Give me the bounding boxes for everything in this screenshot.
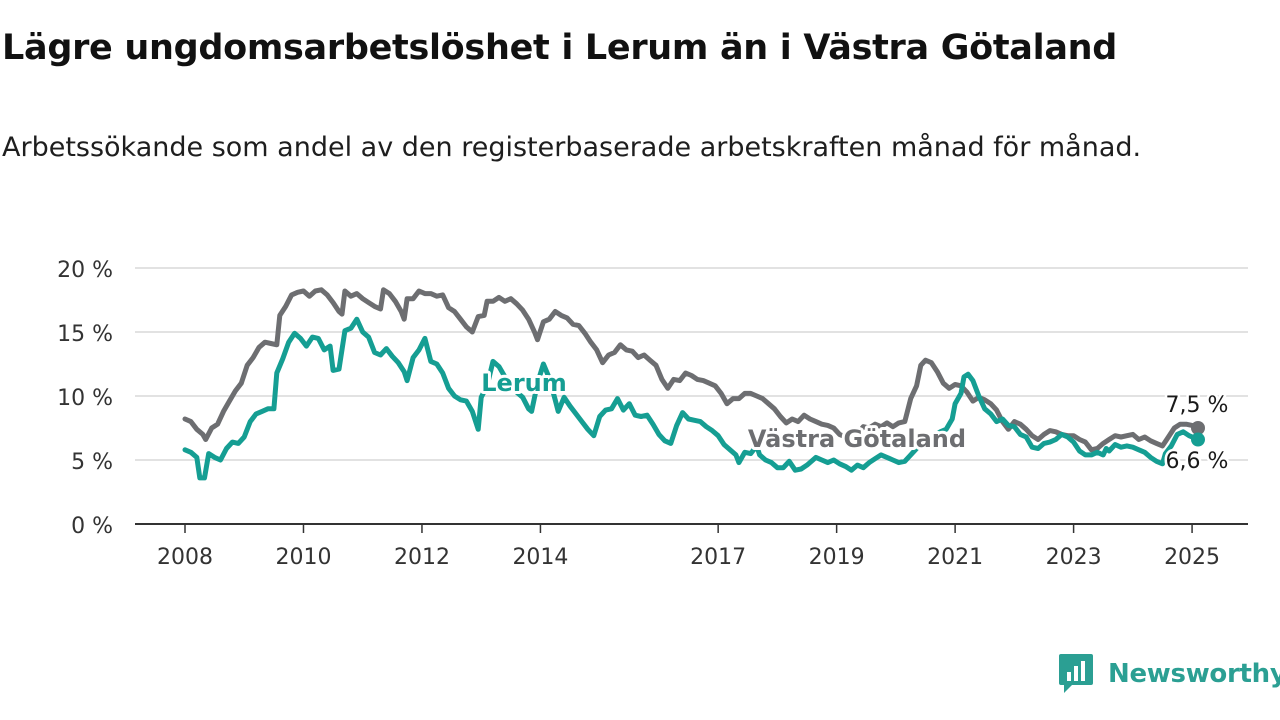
x-tick-label: 2012	[394, 545, 450, 570]
series-line-v-stra-g-taland	[182, 287, 1201, 453]
x-tick-label: 2017	[690, 545, 746, 570]
brand-name: Newsworthy	[1108, 659, 1280, 689]
y-tick-label: 15 %	[57, 322, 113, 347]
end-point-lerum	[1191, 432, 1205, 447]
y-tick-label: 5 %	[71, 450, 113, 475]
newsworthy-logo-icon	[1059, 654, 1093, 693]
y-tick-label: 0 %	[71, 514, 113, 539]
end-value-label-lerum: 6,6 %	[1166, 449, 1229, 474]
y-tick-label: 10 %	[57, 386, 113, 411]
series-line-lerum	[182, 316, 1201, 481]
series-label-lerum: Lerum	[481, 369, 567, 397]
x-tick-label: 2025	[1164, 545, 1220, 570]
x-tick-label: 2023	[1046, 545, 1102, 570]
chart-title: Lägre ungdomsarbetslöshet i Lerum än i V…	[2, 28, 1118, 68]
x-tick-label: 2021	[927, 545, 983, 570]
brand-logo[interactable]: Newsworthy	[1058, 652, 1280, 696]
chart-subtitle: Arbetssökande som andel av den registerb…	[2, 132, 1142, 163]
x-tick-label: 2010	[275, 545, 331, 570]
end-point-v-stra-g-taland	[1191, 421, 1205, 435]
x-tick-label: 2019	[809, 545, 865, 570]
x-tick-label: 2008	[157, 545, 213, 570]
x-tick-label: 2014	[512, 545, 568, 570]
end-value-label-v-stra-g-taland: 7,5 %	[1166, 393, 1229, 418]
series-label-v-stra-g-taland: Västra Götaland	[748, 425, 966, 453]
y-tick-label: 20 %	[57, 258, 113, 283]
